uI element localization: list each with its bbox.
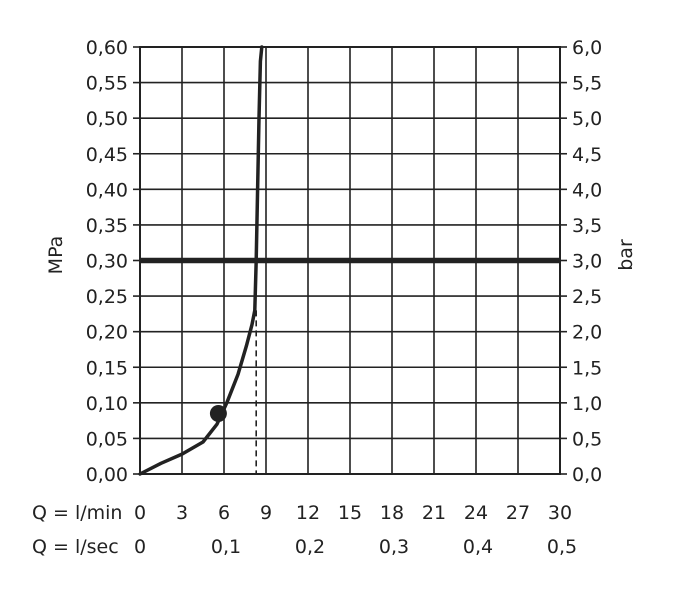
y-tick-label-right: 5,0	[572, 108, 602, 130]
series-line	[138, 45, 264, 476]
y-tick-label-right: 2,5	[572, 286, 602, 308]
y-axis-label-left: MPa	[45, 236, 67, 275]
y-tick-label-left: 0,55	[86, 73, 128, 95]
x-tick-label-lsec: 0,2	[295, 536, 325, 558]
x-tick-label-lsec: 0	[134, 536, 146, 558]
x-tick-label-lmin: 15	[338, 502, 362, 524]
x-tick-label-lmin: 21	[422, 502, 446, 524]
x-tick-label-lmin: 24	[464, 502, 488, 524]
y-tick-label-left: 0,30	[86, 251, 128, 273]
x-tick-label-lmin: 27	[506, 502, 530, 524]
x-tick-label-lsec: 0,5	[547, 536, 577, 558]
x-axis-label-lsec: Q = l/sec	[32, 536, 119, 558]
y-tick-label-right: 1,5	[572, 357, 602, 379]
y-tick-label-left: 0,25	[86, 286, 128, 308]
y-tick-label-right: 4,0	[572, 179, 602, 201]
x-tick-label-lsec: 0,4	[463, 536, 493, 558]
y-tick-label-right: 1,0	[572, 393, 602, 415]
y-tick-label-left: 0,60	[86, 37, 128, 59]
tick-labels: 0,000,050,100,150,200,250,300,350,400,45…	[86, 37, 603, 558]
y-tick-label-right: 0,0	[572, 464, 602, 486]
y-tick-label-left: 0,20	[86, 322, 128, 344]
y-tick-label-right: 3,5	[572, 215, 602, 237]
marker-point	[209, 405, 227, 423]
x-tick-label-lmin: 0	[134, 502, 146, 524]
reference-lines	[140, 257, 560, 474]
x-tick-label-lmin: 6	[218, 502, 230, 524]
y-tick-label-right: 5,5	[572, 73, 602, 95]
y-tick-label-right: 4,5	[572, 144, 602, 166]
y-axis-label-right: bar	[615, 239, 637, 271]
y-tick-label-left: 0,05	[86, 428, 128, 450]
y-tick-label-right: 0,5	[572, 428, 602, 450]
x-tick-label-lsec: 0,1	[211, 536, 241, 558]
y-tick-label-left: 0,35	[86, 215, 128, 237]
x-axis-label-lmin: Q = l/min	[32, 502, 122, 524]
x-tick-label-lmin: 9	[260, 502, 272, 524]
y-tick-label-right: 3,0	[572, 251, 602, 273]
y-tick-label-left: 0,10	[86, 393, 128, 415]
series-layer	[138, 45, 264, 476]
x-tick-label-lmin: 30	[548, 502, 572, 524]
x-tick-label-lsec: 0,3	[379, 536, 409, 558]
y-tick-label-left: 0,40	[86, 179, 128, 201]
x-tick-label-lmin: 12	[296, 502, 320, 524]
y-tick-label-right: 6,0	[572, 37, 602, 59]
y-tick-label-left: 0,45	[86, 144, 128, 166]
x-tick-label-lmin: 3	[176, 502, 188, 524]
y-tick-label-left: 0,50	[86, 108, 128, 130]
y-tick-label-right: 2,0	[572, 322, 602, 344]
y-tick-label-left: 0,15	[86, 357, 128, 379]
y-tick-label-left: 0,00	[86, 464, 128, 486]
x-tick-label-lmin: 18	[380, 502, 404, 524]
